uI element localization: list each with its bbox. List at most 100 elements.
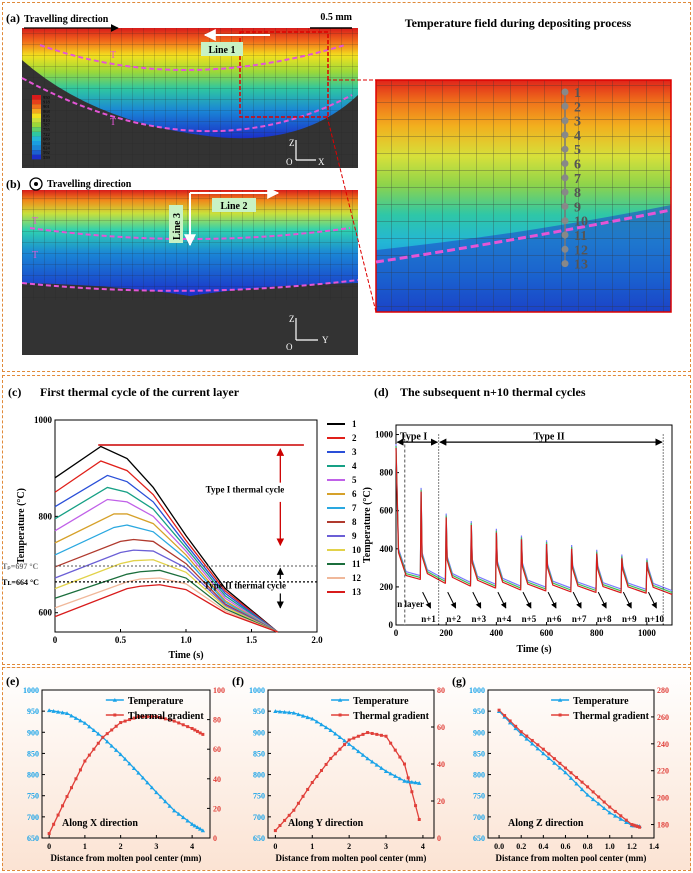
colorbar-tick-label: 689 <box>43 136 51 141</box>
thermal-gradient-line <box>274 731 420 832</box>
temperature-marker <box>613 813 618 818</box>
gradient-marker <box>417 818 421 821</box>
gradient-marker <box>61 804 65 808</box>
y-axis-title: Temperature (°C) <box>362 487 373 563</box>
panel-a-tl: T <box>110 50 116 61</box>
inset-connector-bottom <box>326 115 377 313</box>
gradient-marker <box>150 715 154 719</box>
legend-label-6: 6 <box>352 489 357 499</box>
cycle-arrow <box>472 591 482 609</box>
panel-a-travel-label: Travelling direction <box>24 14 109 25</box>
x-tick-label: 0 <box>394 628 399 638</box>
y-tick-label: 900 <box>27 728 39 737</box>
temperature-marker <box>131 766 137 771</box>
temperature-marker <box>291 710 297 715</box>
colorbar-tick-label: 592 <box>43 150 50 155</box>
probe-point <box>561 117 569 125</box>
probe-point-label: 9 <box>574 200 581 215</box>
series-line-8 <box>54 538 279 633</box>
temperature-line <box>498 710 640 827</box>
gradient-marker <box>410 790 414 794</box>
temperature-marker <box>180 815 186 820</box>
temperature-marker <box>109 743 114 748</box>
temperature-marker <box>185 818 190 823</box>
x-tick-label: 1 <box>310 842 314 851</box>
colorbar-tick-label: 868 <box>43 109 51 114</box>
gradient-marker <box>105 732 109 736</box>
x-tick-label: 2 <box>347 842 351 851</box>
probe-point <box>561 245 569 253</box>
y-tick-label: 1000 <box>23 686 39 695</box>
inset-title: Temperature field during depositing proc… <box>405 16 632 30</box>
temperature-marker <box>55 709 61 714</box>
gradient-marker <box>547 752 551 756</box>
temperature-marker <box>296 712 301 717</box>
y-tick-label: 700 <box>473 813 485 822</box>
x-tick-label: 200 <box>439 628 453 638</box>
gradient-marker <box>190 726 194 730</box>
y-tick-label: 1000 <box>375 430 394 440</box>
series-line-13 <box>54 584 278 633</box>
temperature-marker <box>314 719 320 724</box>
panel-b-out-of-plane-icon <box>29 177 43 191</box>
gradient-marker <box>375 732 379 736</box>
temperature-marker <box>197 826 203 831</box>
temperature-marker <box>552 760 557 765</box>
cycle-trace <box>395 445 673 594</box>
legend-label-10: 10 <box>352 545 362 555</box>
x-tick-label: 1000 <box>638 628 657 638</box>
series-line-1 <box>54 445 279 633</box>
gradient-marker <box>301 794 305 798</box>
zoom-inset: Temperature field during depositing proc… <box>326 16 672 313</box>
y2-tick-label: 40 <box>437 760 445 769</box>
cycle-arrow <box>647 591 657 609</box>
y-tick-label: 900 <box>473 728 485 737</box>
temperature-marker <box>557 765 563 770</box>
panel-b-axis-o: O <box>286 342 293 352</box>
x-axis-title: Time (s) <box>168 650 203 661</box>
temperature-marker <box>541 751 546 756</box>
y2-tick-label: 260 <box>657 713 669 722</box>
probe-point <box>561 88 569 96</box>
gradient-marker <box>508 719 512 723</box>
pg-label: (g) <box>452 674 466 688</box>
y2-tick-label: 180 <box>657 821 669 830</box>
y-tick-label: 400 <box>380 544 394 554</box>
y2-tick-label: 60 <box>437 723 445 732</box>
temperature-marker <box>333 731 338 736</box>
cycle-label: n+10 <box>645 614 665 624</box>
gradient-marker <box>536 743 540 747</box>
gradient-marker <box>92 747 96 751</box>
y-axis-title: Temperature (°C) <box>16 488 27 564</box>
colorbar-tick-label: 664 <box>43 141 51 146</box>
legend-grad-marker <box>338 713 342 717</box>
gradient-marker <box>541 747 545 751</box>
gradient-marker <box>370 731 374 735</box>
gradient-marker <box>168 718 172 722</box>
legend-label-13: 13 <box>352 587 362 597</box>
cycle-label: n+5 <box>522 614 537 624</box>
temperature-marker <box>323 725 329 730</box>
gradient-marker <box>393 748 397 752</box>
temperature-marker <box>158 794 164 799</box>
probe-point <box>561 131 569 139</box>
probe-point <box>561 260 569 268</box>
cycle-trace <box>395 444 673 592</box>
temperature-marker <box>167 803 172 808</box>
temperature-marker <box>287 710 292 715</box>
gradient-marker <box>195 729 199 733</box>
legend-temp-marker <box>112 698 118 702</box>
gradient-marker <box>624 818 628 822</box>
y-tick-label: 750 <box>27 792 39 801</box>
y-tick-label: 700 <box>253 813 265 822</box>
gradient-marker <box>74 777 78 781</box>
colorbar-tick-label: 950 <box>43 95 51 100</box>
gradient-marker <box>47 832 51 836</box>
colorbar-swatch <box>32 108 41 114</box>
x-tick-label: 1.0 <box>605 842 615 851</box>
temperature-marker <box>136 770 141 775</box>
temperature-marker <box>524 736 529 741</box>
panel-c-label: (c) <box>8 385 21 399</box>
panel-b-label: (b) <box>6 177 21 191</box>
